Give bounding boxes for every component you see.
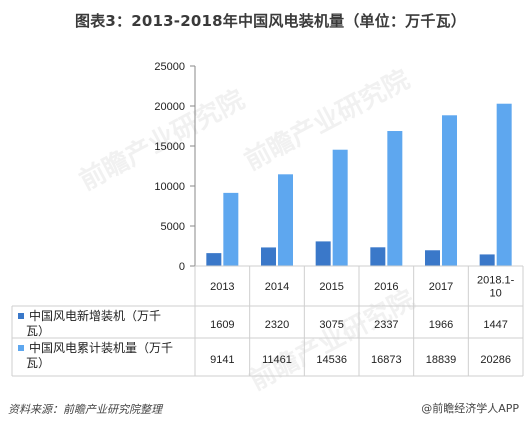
source-note: 资料来源：前瞻产业研究院整理: [8, 403, 162, 416]
data-value-label: 18839: [426, 354, 457, 366]
x-category-label: 10: [490, 288, 502, 300]
data-value-label: 11461: [262, 354, 292, 366]
bar-cumulative-capacity: [278, 174, 293, 266]
bar-cumulative-capacity: [496, 103, 512, 266]
legend-series-name: 瓦）: [26, 324, 50, 338]
bar-cumulative-capacity: [223, 192, 239, 266]
x-category-label: 2016: [374, 281, 398, 293]
legend-series-name: 瓦）: [26, 356, 50, 370]
data-value-label: 2320: [265, 319, 289, 331]
bar-new-capacity: [206, 253, 222, 266]
bar-new-capacity: [261, 247, 276, 266]
y-tick-label: 5000: [161, 221, 185, 233]
y-tick-label: 10000: [154, 181, 185, 193]
chart-title: 图表3：2013-2018年中国风电装机量（单位：万千瓦）: [75, 12, 466, 30]
legend-series-name: 中国风电累计装机量（万千: [29, 340, 173, 355]
data-value-label: 2337: [374, 319, 398, 331]
data-value-label: 9141: [210, 354, 234, 366]
data-value-label: 1966: [429, 319, 453, 331]
legend-swatch: [18, 313, 24, 319]
brand-label: @前瞻经济学人APP: [421, 402, 519, 415]
bar-new-capacity: [425, 250, 440, 266]
data-value-label: 1609: [210, 319, 234, 331]
x-category-label: 2014: [265, 281, 289, 293]
data-value-label: 16873: [371, 354, 402, 366]
x-category-label: 2013: [210, 281, 234, 293]
y-tick-label: 15000: [154, 141, 185, 153]
data-value-label: 1447: [483, 319, 507, 331]
y-tick-label: 25000: [154, 61, 185, 73]
x-category-label: 2017: [429, 281, 453, 293]
bar-new-capacity: [370, 247, 386, 266]
x-category-label: 2018.1-: [477, 275, 515, 287]
data-value-label: 20286: [480, 354, 511, 366]
bar-new-capacity: [479, 254, 495, 266]
bar-cumulative-capacity: [387, 131, 403, 266]
legend-swatch: [18, 345, 24, 351]
legend-series-name: 中国风电新增装机（万千: [29, 308, 161, 323]
y-tick-label: 0: [179, 261, 185, 273]
data-value-label: 14536: [316, 354, 347, 366]
bar-cumulative-capacity: [442, 115, 457, 267]
y-tick-label: 20000: [154, 101, 185, 113]
data-value-label: 3075: [319, 319, 343, 331]
bar-cumulative-capacity: [332, 149, 348, 266]
x-category-label: 2015: [319, 281, 343, 293]
bar-new-capacity: [315, 241, 331, 266]
